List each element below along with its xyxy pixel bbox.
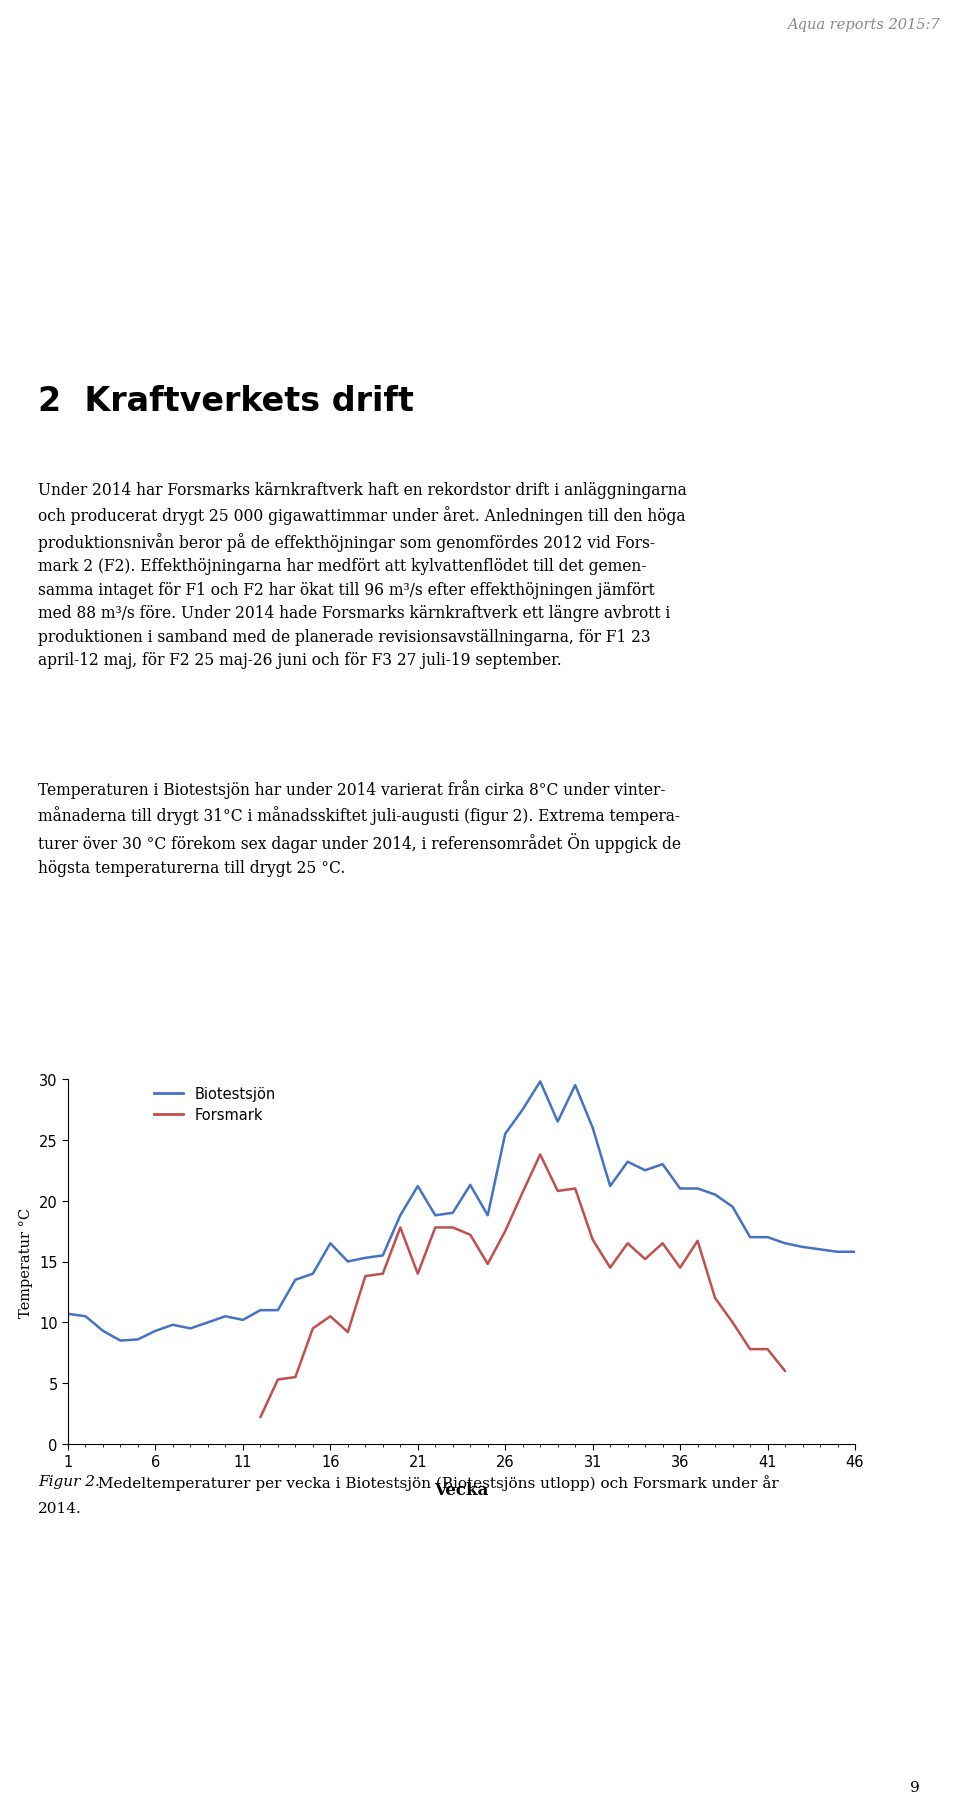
Text: 2  Kraftverkets drift: 2 Kraftverkets drift (38, 385, 414, 417)
Text: 2014.: 2014. (38, 1502, 82, 1515)
Y-axis label: Temperatur °C: Temperatur °C (19, 1206, 34, 1317)
Text: Figur 2.: Figur 2. (38, 1475, 100, 1487)
Legend: Biotestsjön, Forsmark: Biotestsjön, Forsmark (154, 1087, 276, 1123)
Text: Under 2014 har Forsmarks kärnkraftverk haft en rekordstor drift i anläggningarna: Under 2014 har Forsmarks kärnkraftverk h… (38, 483, 686, 669)
Text: 9: 9 (910, 1780, 920, 1794)
X-axis label: Vecka: Vecka (434, 1480, 489, 1498)
Text: Medeltemperaturer per vecka i Biotestsjön (Biotestsjöns utlopp) och Forsmark und: Medeltemperaturer per vecka i Biotestsjö… (93, 1475, 779, 1489)
Text: Aqua reports 2015:7: Aqua reports 2015:7 (787, 18, 940, 33)
Text: Temperaturen i Biotestsjön har under 2014 varierat från cirka 8°C under vinter-
: Temperaturen i Biotestsjön har under 201… (38, 780, 681, 876)
